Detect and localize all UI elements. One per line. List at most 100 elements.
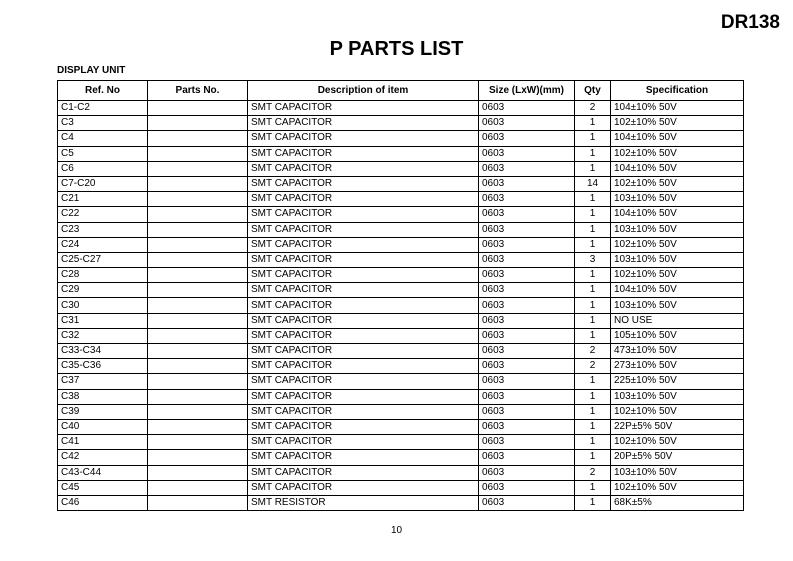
cell-specification: 103±10% 50V [610, 464, 744, 481]
cell-size: 0603 [478, 267, 575, 284]
cell-ref-no: C28 [57, 267, 148, 284]
cell-qty: 1 [574, 267, 611, 284]
cell-specification: NO USE [610, 312, 744, 329]
cell-specification: 104±10% 50V [610, 99, 744, 117]
cell-specification: 68K±5% [610, 494, 744, 512]
cell-specification: 104±10% 50V [610, 130, 744, 147]
table-row: C22 SMT CAPACITOR 0603 1 104±10% 50V [57, 206, 744, 223]
cell-parts-no [147, 191, 248, 208]
cell-ref-no: C32 [57, 327, 148, 345]
cell-parts-no [147, 99, 248, 117]
table-row: C3 SMT CAPACITOR 0603 1 102±10% 50V [57, 115, 744, 132]
cell-qty: 1 [574, 191, 611, 208]
column-header-specification: Specification [610, 80, 744, 101]
table-row: C7-C20 SMT CAPACITOR 0603 14 102±10% 50V [57, 175, 744, 193]
cell-parts-no [147, 206, 248, 223]
cell-parts-no [147, 327, 248, 345]
column-header-parts-no: Parts No. [147, 80, 248, 101]
cell-size: 0603 [478, 115, 575, 132]
cell-specification: 22P±5% 50V [610, 418, 744, 436]
cell-specification: 473±10% 50V [610, 342, 744, 360]
cell-parts-no [147, 464, 248, 481]
page-title: P PARTS LIST [329, 38, 464, 60]
cell-ref-no: C43-C44 [57, 464, 148, 481]
cell-ref-no: C4 [57, 130, 148, 147]
cell-qty: 1 [574, 479, 611, 496]
cell-parts-no [147, 434, 248, 451]
table-row: C41 SMT CAPACITOR 0603 1 102±10% 50V [57, 434, 744, 451]
cell-description: SMT CAPACITOR [247, 115, 479, 132]
table-row: C39 SMT CAPACITOR 0603 1 102±10% 50V [57, 403, 744, 420]
cell-parts-no [147, 221, 248, 238]
table-row: C30 SMT CAPACITOR 0603 1 103±10% 50V [57, 297, 744, 314]
cell-size: 0603 [478, 449, 575, 466]
cell-qty: 2 [574, 464, 611, 481]
cell-specification: 104±10% 50V [610, 160, 744, 177]
table-row: C24 SMT CAPACITOR 0603 1 102±10% 50V [57, 236, 744, 253]
cell-parts-no [147, 236, 248, 253]
cell-qty: 2 [574, 99, 611, 117]
cell-description: SMT CAPACITOR [247, 342, 479, 360]
table-row: C35-C36 SMT CAPACITOR 0603 2 273±10% 50V [57, 358, 744, 375]
cell-size: 0603 [478, 479, 575, 496]
cell-size: 0603 [478, 206, 575, 223]
cell-description: SMT CAPACITOR [247, 327, 479, 345]
cell-ref-no: C42 [57, 449, 148, 466]
cell-qty: 14 [574, 175, 611, 193]
cell-specification: 20P±5% 50V [610, 449, 744, 466]
table-row: C32 SMT CAPACITOR 0603 1 105±10% 50V [57, 327, 744, 345]
cell-specification: 105±10% 50V [610, 327, 744, 345]
cell-ref-no: C38 [57, 388, 148, 405]
cell-specification: 225±10% 50V [610, 373, 744, 390]
cell-ref-no: C40 [57, 418, 148, 436]
cell-specification: 102±10% 50V [610, 145, 744, 162]
table-header-row: Ref. No Parts No. Description of item Si… [57, 80, 744, 101]
cell-ref-no: C6 [57, 160, 148, 177]
cell-parts-no [147, 175, 248, 193]
cell-ref-no: C33-C34 [57, 342, 148, 360]
cell-qty: 1 [574, 160, 611, 177]
table-row: C1-C2 SMT CAPACITOR 0603 2 104±10% 50V [57, 99, 744, 117]
cell-specification: 273±10% 50V [610, 358, 744, 375]
cell-specification: 102±10% 50V [610, 236, 744, 253]
cell-description: SMT CAPACITOR [247, 373, 479, 390]
cell-description: SMT CAPACITOR [247, 464, 479, 481]
table-row: C5 SMT CAPACITOR 0603 1 102±10% 50V [57, 145, 744, 162]
table-row: C40 SMT CAPACITOR 0603 1 22P±5% 50V [57, 418, 744, 436]
table-row: C29 SMT CAPACITOR 0603 1 104±10% 50V [57, 282, 744, 299]
cell-specification: 103±10% 50V [610, 221, 744, 238]
cell-size: 0603 [478, 494, 575, 512]
cell-ref-no: C30 [57, 297, 148, 314]
cell-ref-no: C3 [57, 115, 148, 132]
cell-size: 0603 [478, 130, 575, 147]
cell-parts-no [147, 115, 248, 132]
cell-qty: 1 [574, 388, 611, 405]
cell-description: SMT CAPACITOR [247, 479, 479, 496]
parts-table: Ref. No Parts No. Description of item Si… [57, 80, 744, 512]
cell-description: SMT CAPACITOR [247, 99, 479, 117]
cell-parts-no [147, 373, 248, 390]
cell-ref-no: C22 [57, 206, 148, 223]
cell-description: SMT CAPACITOR [247, 221, 479, 238]
column-header-qty: Qty [574, 80, 611, 101]
cell-qty: 1 [574, 434, 611, 451]
cell-parts-no [147, 145, 248, 162]
cell-specification: 103±10% 50V [610, 251, 744, 269]
table-row: C37 SMT CAPACITOR 0603 1 225±10% 50V [57, 373, 744, 390]
cell-description: SMT CAPACITOR [247, 434, 479, 451]
cell-ref-no: C7-C20 [57, 175, 148, 193]
cell-description: SMT CAPACITOR [247, 403, 479, 420]
cell-description: SMT CAPACITOR [247, 130, 479, 147]
cell-description: SMT CAPACITOR [247, 145, 479, 162]
cell-specification: 104±10% 50V [610, 206, 744, 223]
cell-parts-no [147, 479, 248, 496]
cell-size: 0603 [478, 358, 575, 375]
model-number: DR138 [720, 12, 780, 33]
cell-ref-no: C46 [57, 494, 148, 512]
cell-ref-no: C39 [57, 403, 148, 420]
cell-specification: 102±10% 50V [610, 434, 744, 451]
cell-size: 0603 [478, 251, 575, 269]
cell-ref-no: C5 [57, 145, 148, 162]
cell-size: 0603 [478, 282, 575, 299]
cell-qty: 1 [574, 297, 611, 314]
